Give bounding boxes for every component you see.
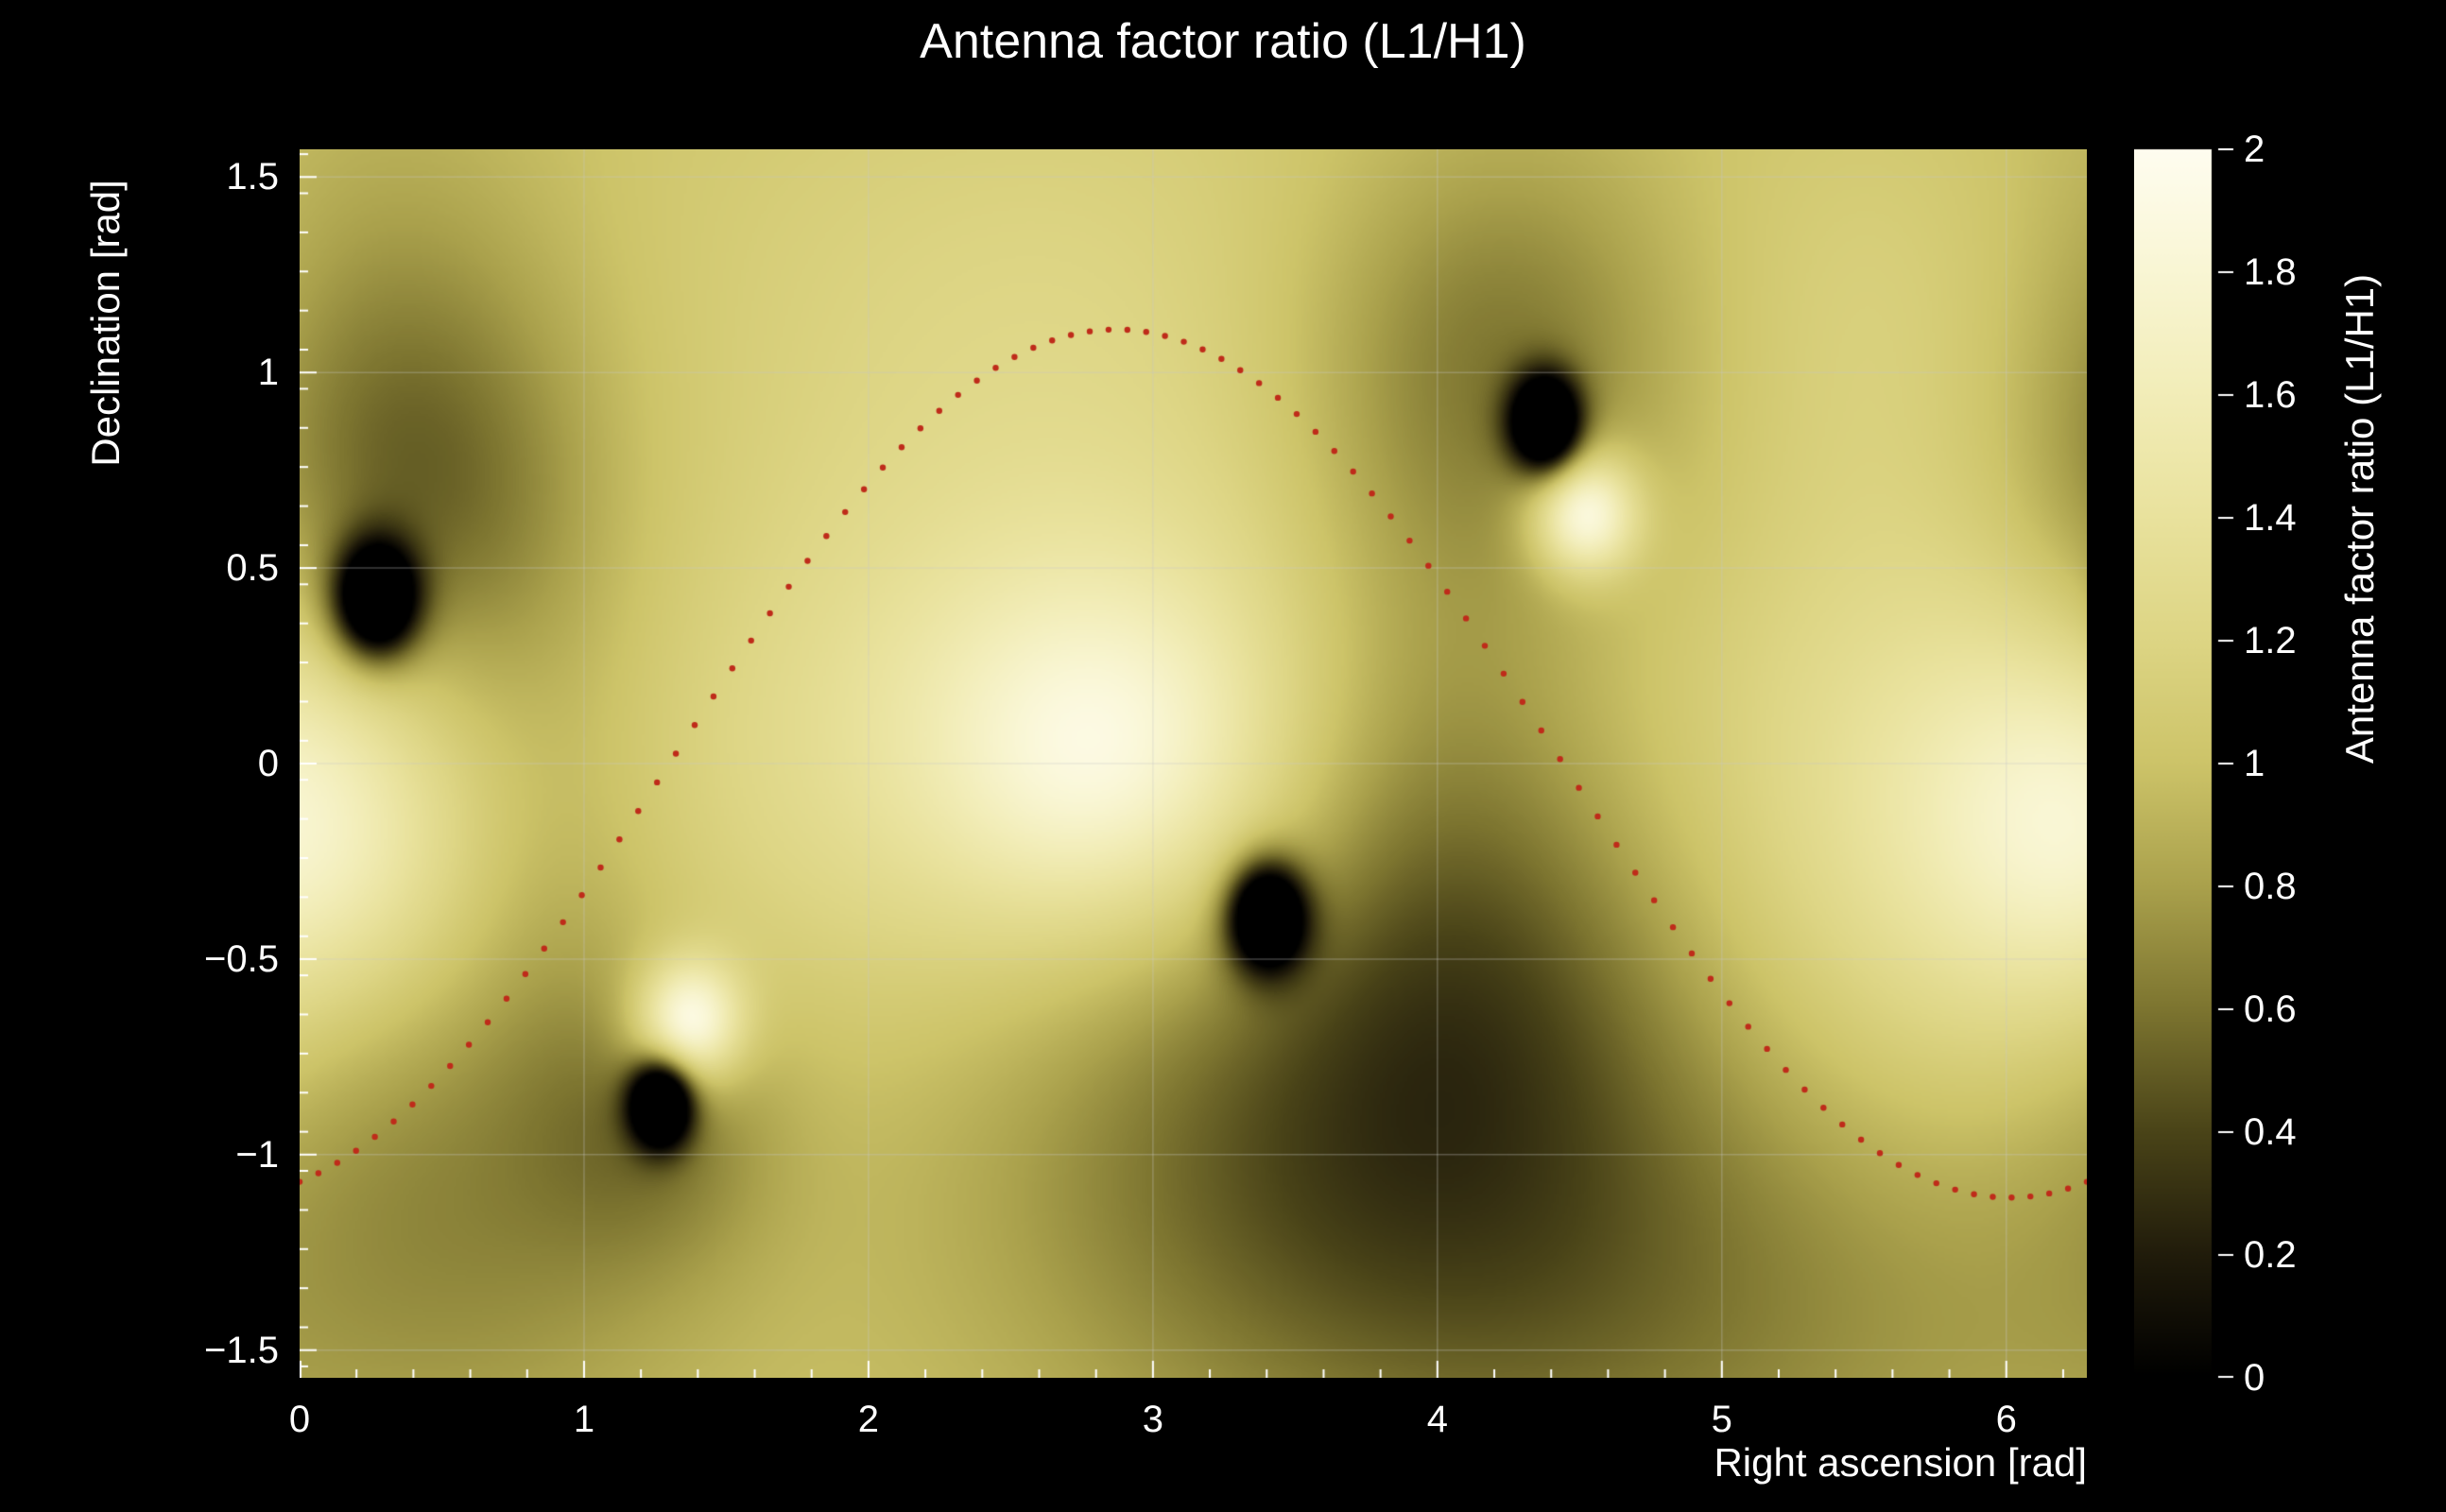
y-tick-label: −0.5 [204,937,279,980]
x-tick-label: 3 [1142,1399,1163,1440]
heatmap-canvas [300,149,2087,1378]
z-tick-label: 1.4 [2244,497,2297,539]
x-tick-label: 0 [288,1399,311,1440]
x-tick-label: 5 [1711,1399,1732,1440]
y-tick-label: 0.5 [226,547,279,590]
z-tick-label: 0.2 [2244,1234,2297,1276]
y-tick-label: 0 [257,743,279,784]
colorbar-label: Antenna factor ratio (L1/H1) [2337,273,2382,765]
z-tick-label: 1.8 [2244,251,2297,293]
z-tick-label: 0.8 [2244,866,2297,907]
z-tick-label: 0.4 [2244,1111,2297,1153]
x-tick-label: 2 [857,1399,880,1440]
y-axis-label: Declination [rad] [83,180,128,467]
y-tick-label: 1 [257,352,279,394]
x-tick-label: 6 [1995,1399,2017,1440]
x-axis-label: Right ascension [rad] [1714,1440,2087,1485]
z-tick-label: 0.6 [2244,988,2297,1030]
z-tick-label: 1.2 [2244,620,2297,662]
y-tick-label: 1.5 [226,156,279,198]
x-tick-label: 1 [573,1399,595,1440]
chart-title: Antenna factor ratio (L1/H1) [920,14,1526,69]
z-tick-label: 1.6 [2244,374,2297,416]
y-tick-label: −1.5 [204,1329,279,1371]
y-tick-label: −1 [235,1133,279,1176]
x-tick-label: 4 [1426,1399,1448,1440]
colorbar [2134,148,2248,1379]
